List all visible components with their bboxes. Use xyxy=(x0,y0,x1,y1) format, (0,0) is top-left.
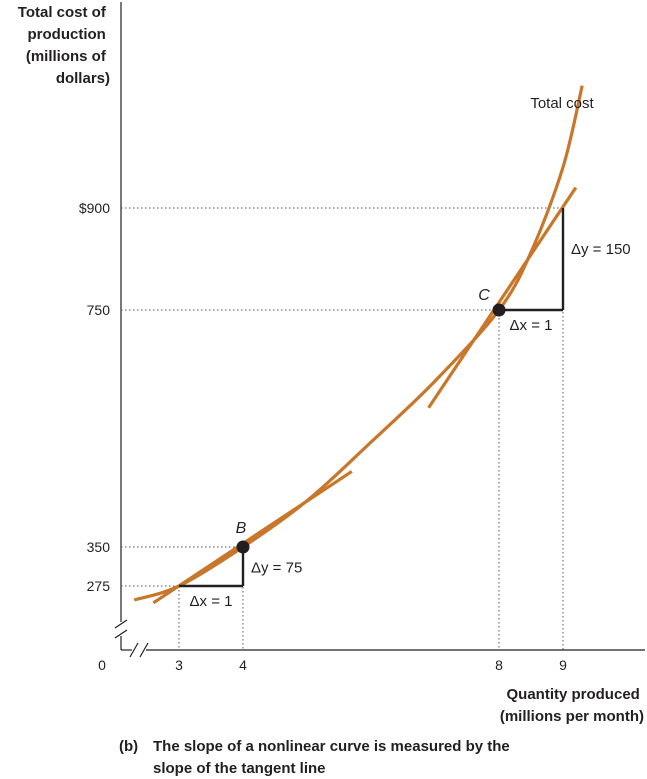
point-label: B xyxy=(236,520,247,537)
y-axis-title-line: (millions of xyxy=(26,48,107,65)
origin-label: 0 xyxy=(98,657,106,673)
x-axis-title: Quantity produced (millions per month) xyxy=(500,686,644,725)
points-group: BC xyxy=(236,287,506,554)
axes xyxy=(114,2,645,658)
curve-label: Total cost xyxy=(530,95,594,112)
x-tick-label: 9 xyxy=(559,657,567,673)
point-c xyxy=(492,303,506,317)
delta-x-label: Δx = 1 xyxy=(190,593,233,610)
y-tick-label: 350 xyxy=(87,539,111,555)
x-tick-label: 3 xyxy=(175,657,183,673)
y-tick-label: $900 xyxy=(79,200,110,216)
total-cost-curve xyxy=(133,85,584,602)
y-tick-label: 275 xyxy=(87,578,111,594)
x-tick-label: 8 xyxy=(495,657,503,673)
y-axis-title: Total cost of production (millions of do… xyxy=(18,4,110,87)
y-axis-title-line: dollars) xyxy=(56,70,110,87)
y-axis-title-line: production xyxy=(28,26,106,43)
y-tick-label: 750 xyxy=(87,302,111,318)
tick-labels: 3 4 8 9 275 350 750 $900 xyxy=(79,200,567,673)
guide-lines xyxy=(121,207,564,650)
x-axis-title-line: Quantity produced xyxy=(506,686,639,703)
y-axis-break xyxy=(114,619,128,629)
x-tick-label: 4 xyxy=(239,657,247,673)
y-axis-title-line: Total cost of xyxy=(18,4,107,21)
slope-triangles: Δx = 1 Δy = 75 Δx = 1 Δy = 150 xyxy=(179,208,631,610)
point-b xyxy=(236,540,250,554)
x-axis-title-line: (millions per month) xyxy=(500,708,644,725)
x-axis-break xyxy=(129,642,139,658)
caption-prefix: (b) xyxy=(119,738,138,755)
caption-line: The slope of a nonlinear curve is measur… xyxy=(153,738,510,755)
delta-x-label: Δx = 1 xyxy=(510,317,553,334)
caption: (b) The slope of a nonlinear curve is me… xyxy=(119,738,514,777)
delta-y-label: Δy = 150 xyxy=(571,241,631,258)
series-group xyxy=(133,85,584,605)
caption-line: slope of the tangent line xyxy=(153,760,326,777)
x-axis-break xyxy=(139,642,149,658)
delta-y-label: Δy = 75 xyxy=(251,560,302,577)
point-label: C xyxy=(478,287,490,304)
y-axis-break xyxy=(114,629,128,639)
tangent-line-c xyxy=(427,186,578,409)
